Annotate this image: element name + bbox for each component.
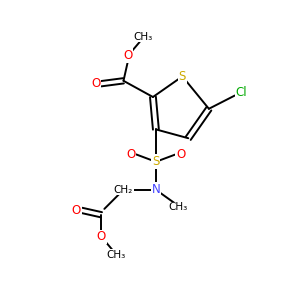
Text: CH₃: CH₃ [133, 32, 152, 42]
Text: N: N [152, 183, 160, 196]
Text: O: O [123, 49, 133, 62]
Text: CH₃: CH₃ [168, 202, 188, 212]
Text: CH₂: CH₂ [114, 185, 133, 195]
Text: O: O [126, 148, 136, 161]
Text: O: O [91, 77, 100, 90]
Text: Cl: Cl [236, 86, 247, 99]
Text: CH₃: CH₃ [106, 250, 126, 260]
Text: O: O [176, 148, 185, 161]
Text: S: S [152, 155, 160, 168]
Text: S: S [179, 70, 186, 83]
Text: O: O [97, 230, 106, 243]
Text: O: O [72, 204, 81, 217]
